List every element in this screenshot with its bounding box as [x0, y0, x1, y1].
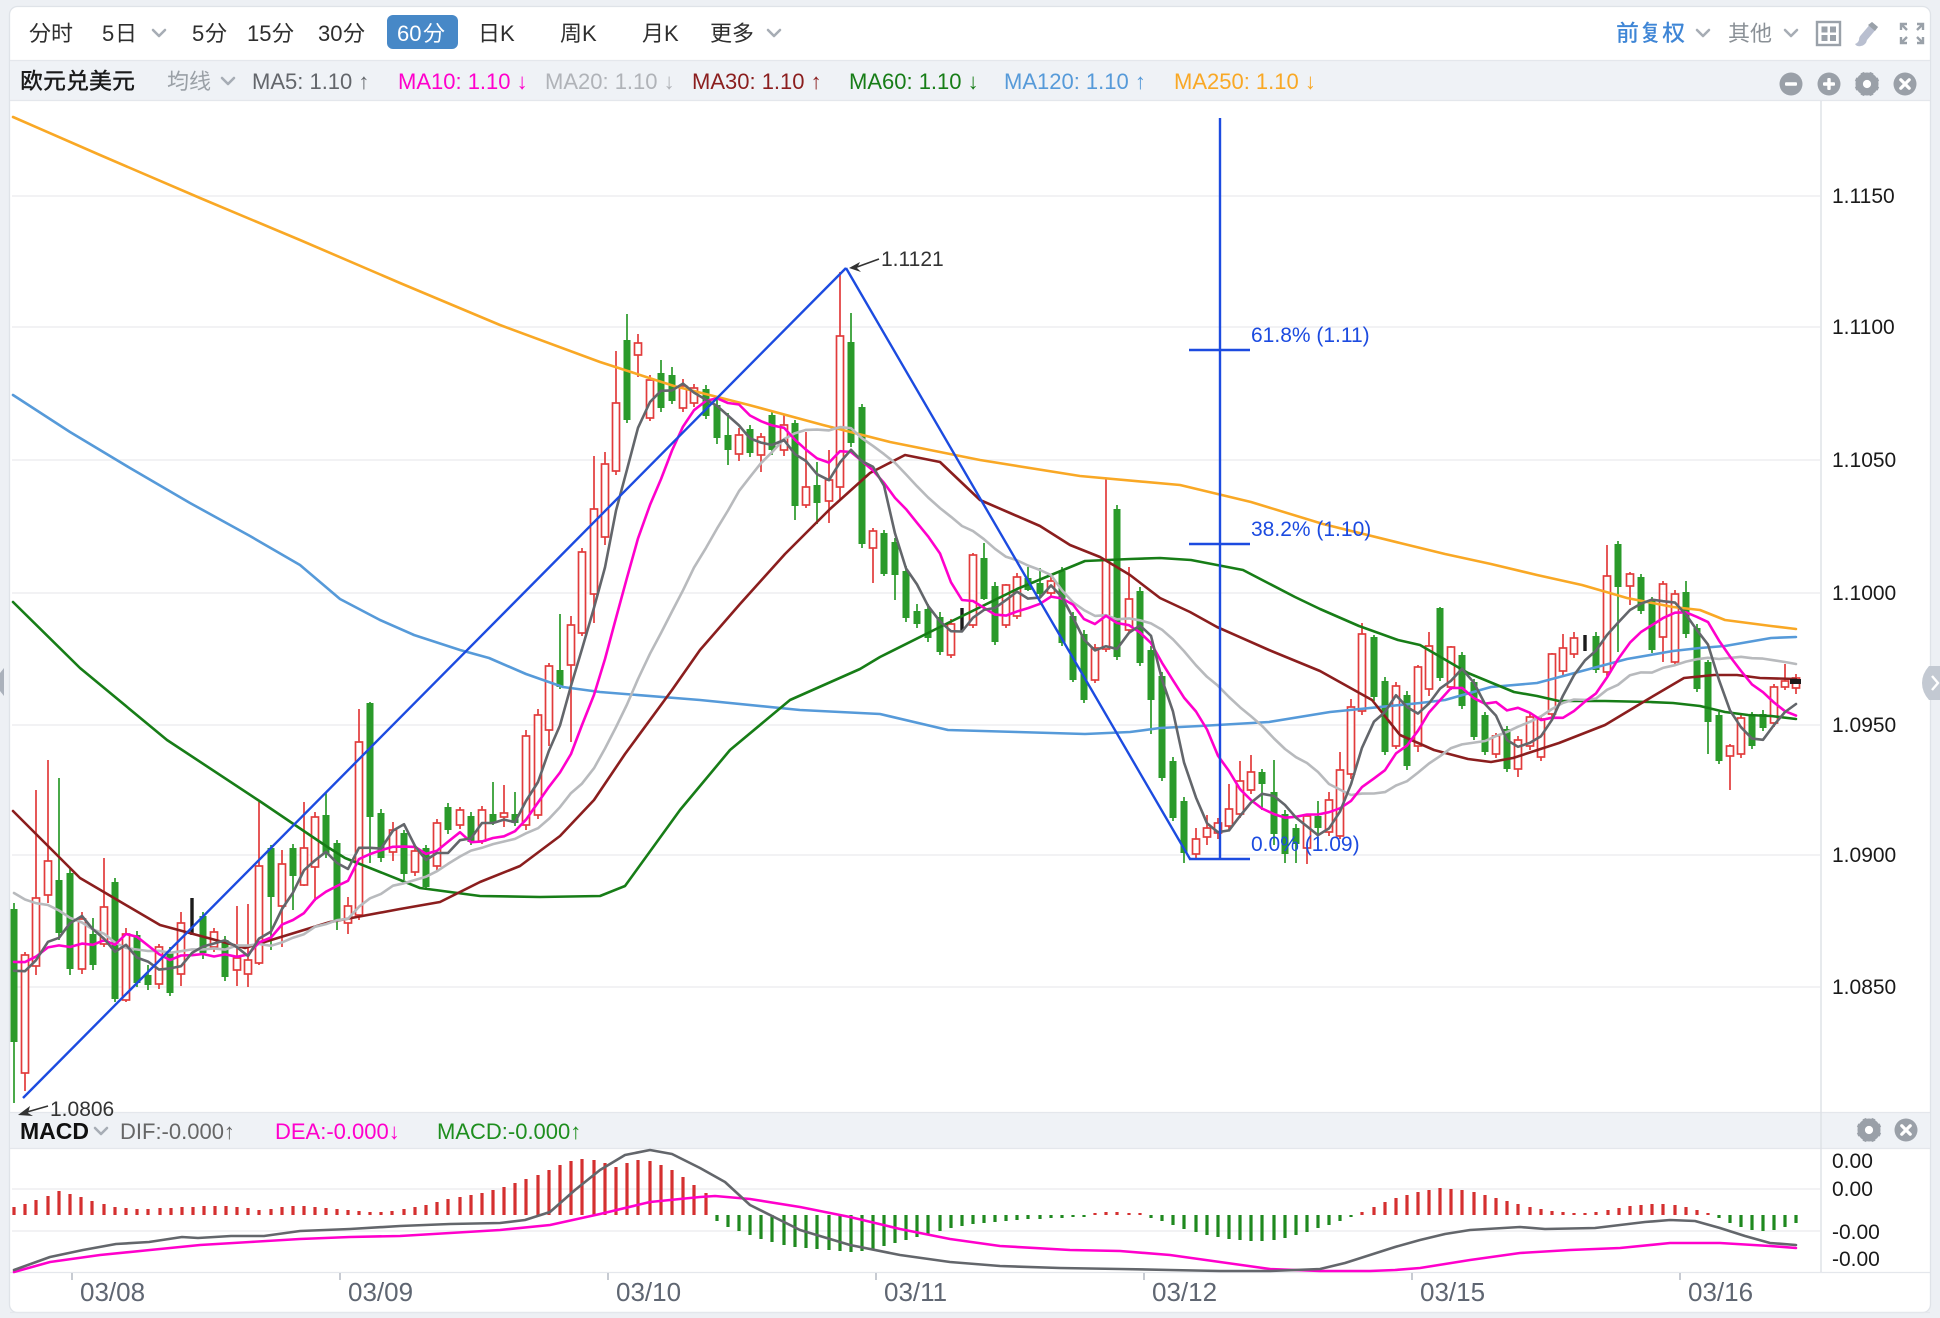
- svg-text:60: 60: [397, 21, 421, 46]
- svg-text:K: K: [500, 21, 515, 46]
- svg-text:03/10: 03/10: [616, 1277, 681, 1307]
- svg-text:61.8% (1.11): 61.8% (1.11): [1251, 324, 1370, 347]
- svg-text:MACD: MACD: [20, 1118, 89, 1144]
- svg-text:-0.00: -0.00: [1832, 1248, 1880, 1271]
- svg-text:MACD:-0.000↑: MACD:-0.000↑: [437, 1119, 581, 1144]
- svg-text:MA120: 1.10 ↑: MA120: 1.10 ↑: [1004, 69, 1146, 94]
- svg-text:K: K: [582, 21, 597, 46]
- svg-text:MA30: 1.10 ↑: MA30: 1.10 ↑: [692, 69, 822, 94]
- svg-text:1.1150: 1.1150: [1832, 185, 1895, 208]
- svg-text:03/16: 03/16: [1688, 1277, 1753, 1307]
- svg-text:MA60: 1.10 ↓: MA60: 1.10 ↓: [849, 69, 979, 94]
- svg-text:1.1000: 1.1000: [1832, 582, 1896, 605]
- svg-text:0.0% (1.09): 0.0% (1.09): [1251, 833, 1360, 856]
- svg-text:03/15: 03/15: [1420, 1277, 1485, 1307]
- svg-text:MA20: 1.10 ↓: MA20: 1.10 ↓: [545, 69, 675, 94]
- svg-text:1.0806: 1.0806: [50, 1098, 114, 1121]
- svg-text:03/11: 03/11: [884, 1277, 947, 1307]
- svg-text:5: 5: [192, 21, 204, 46]
- svg-text:1.1100: 1.1100: [1832, 316, 1895, 339]
- svg-text:03/08: 03/08: [80, 1277, 145, 1307]
- svg-text:1.0950: 1.0950: [1832, 714, 1896, 737]
- svg-text:-0.00: -0.00: [1832, 1221, 1880, 1244]
- svg-text:DIF:-0.000↑: DIF:-0.000↑: [120, 1119, 235, 1144]
- svg-text:1.0850: 1.0850: [1832, 976, 1896, 999]
- svg-text:DEA:-0.000↓: DEA:-0.000↓: [275, 1119, 400, 1144]
- svg-text:MA250: 1.10 ↓: MA250: 1.10 ↓: [1174, 69, 1316, 94]
- svg-text:30: 30: [318, 21, 342, 46]
- svg-text:K: K: [664, 21, 679, 46]
- svg-text:1.1050: 1.1050: [1832, 449, 1896, 472]
- svg-text:0.00: 0.00: [1832, 1178, 1873, 1201]
- svg-text:38.2% (1.10): 38.2% (1.10): [1251, 518, 1371, 541]
- svg-text:15: 15: [247, 21, 271, 46]
- svg-text:0.00: 0.00: [1832, 1150, 1873, 1173]
- svg-text:1.1121: 1.1121: [881, 248, 944, 271]
- svg-text:MA5: 1.10 ↑: MA5: 1.10 ↑: [252, 69, 369, 94]
- svg-text:5: 5: [102, 21, 114, 46]
- svg-text:03/09: 03/09: [348, 1277, 413, 1307]
- svg-text:03/12: 03/12: [1152, 1277, 1217, 1307]
- svg-text:MA10: 1.10 ↓: MA10: 1.10 ↓: [398, 69, 528, 94]
- svg-text:1.0900: 1.0900: [1832, 844, 1896, 867]
